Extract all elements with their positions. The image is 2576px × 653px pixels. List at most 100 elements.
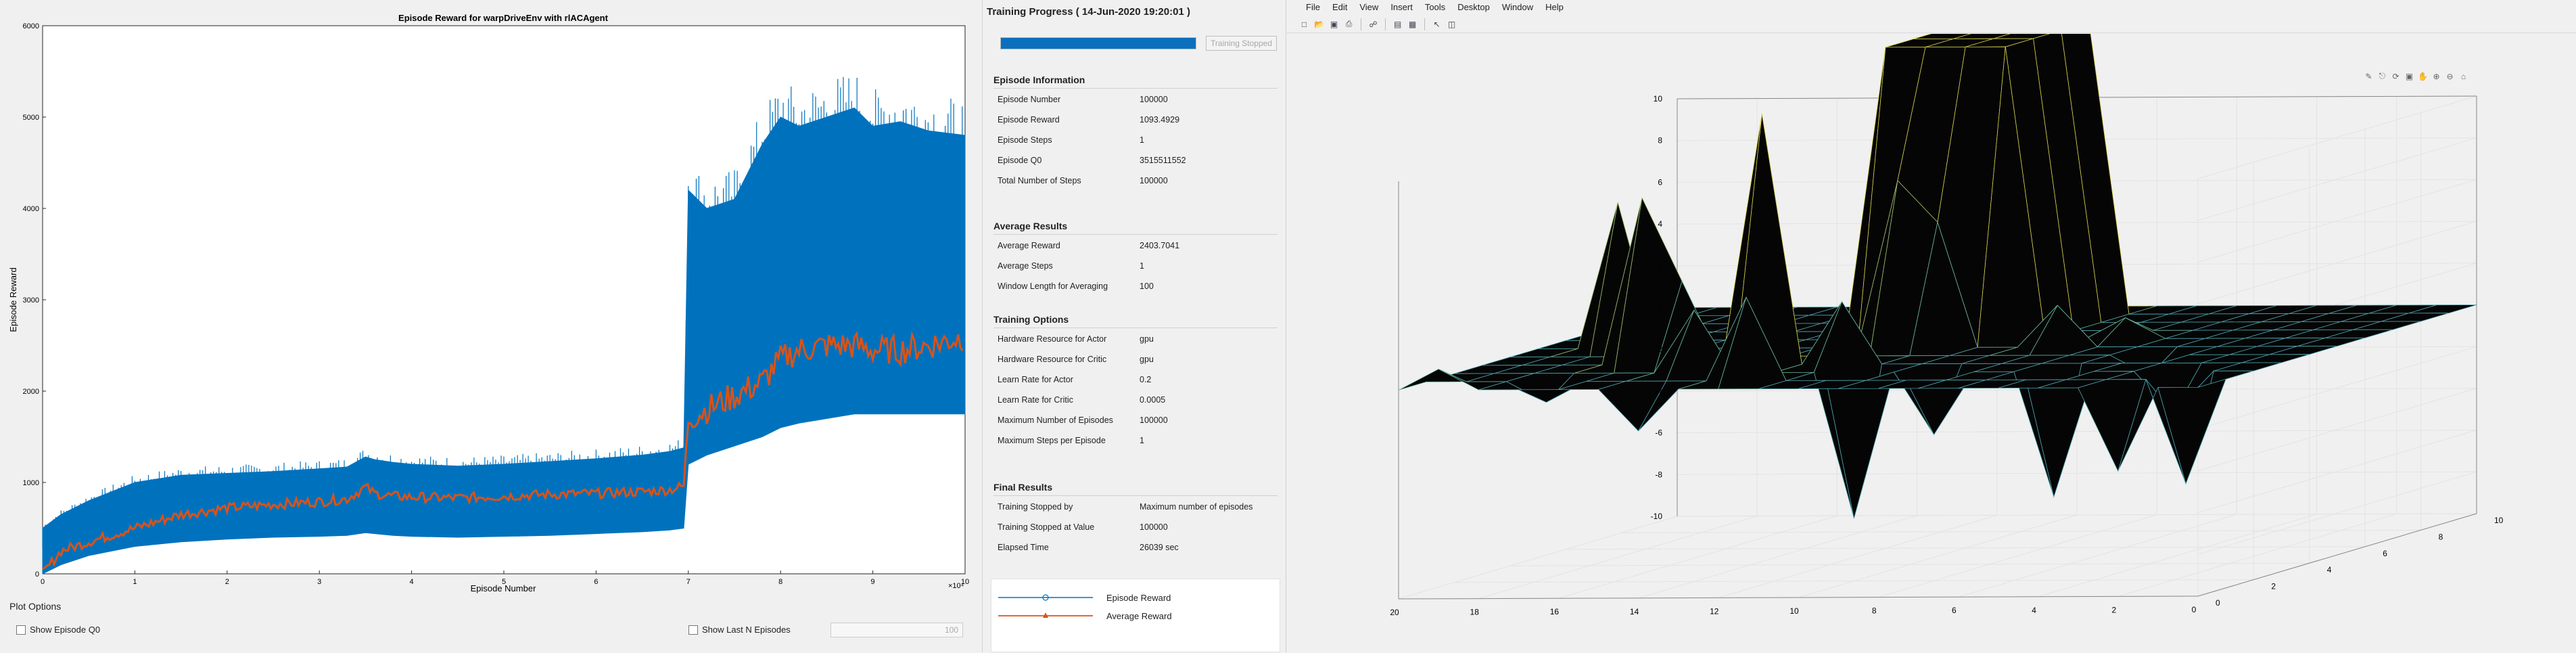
x-tick-label: 8: [1872, 606, 1877, 616]
y-gridline: [1677, 513, 2477, 517]
legend: Episode Reward Average Reward: [991, 579, 1280, 652]
episode-reward-legend-marker: [1042, 594, 1049, 601]
save-icon[interactable]: ▣: [1330, 19, 1338, 29]
pan-icon[interactable]: ✋: [2418, 71, 2428, 81]
x-tick-label: 1: [133, 578, 137, 586]
z-tick-label: 2: [1658, 261, 1662, 271]
home-icon[interactable]: ⌂: [2460, 71, 2466, 81]
training-progress-panel: Training Progress ( 14-Jun-2020 19:20:01…: [982, 0, 1286, 652]
x-gridline: [2117, 513, 2397, 597]
info-value: 100000: [1140, 176, 1168, 185]
show-last-n-label: Show Last N Episodes: [702, 625, 791, 635]
y-tick-label: 3000: [23, 296, 39, 305]
y-tick-label: 10: [2494, 516, 2504, 525]
y-gridline: [1454, 579, 2254, 583]
rotate-icon[interactable]: ⟳: [2392, 71, 2399, 81]
menu-help[interactable]: Help: [1545, 2, 1564, 12]
print-icon[interactable]: ⎙: [1345, 19, 1353, 28]
x-tick-label: 12: [1710, 606, 1719, 616]
checkbox-box[interactable]: [16, 625, 26, 635]
property-editor-icon[interactable]: ◫: [1447, 19, 1456, 29]
x-tick-label: 4: [410, 578, 414, 586]
legend-markers: [998, 594, 1093, 618]
x-gridline: [1718, 514, 1997, 598]
y-tick-label: 8: [2439, 532, 2443, 541]
z-tick-label: -10: [1651, 512, 1663, 521]
x-tick-label: 0: [41, 578, 45, 586]
info-label: Training Stopped by: [998, 502, 1073, 512]
info-label: Window Length for Averaging: [998, 282, 1108, 291]
info-value: 0.0005: [1140, 395, 1166, 405]
x-tick-label: 6: [1952, 606, 1957, 615]
x-tick-label: 2: [2111, 605, 2116, 614]
x-gridline: [1958, 514, 2237, 598]
x-tick-label: 8: [778, 578, 782, 586]
info-value: 100000: [1140, 415, 1168, 425]
y-gridline: [1566, 546, 2366, 550]
z-tick-label: 0: [1658, 303, 1662, 313]
info-label: Hardware Resource for Actor: [998, 334, 1107, 344]
y-axis-label: Episode Reward: [8, 267, 18, 332]
menu-file[interactable]: File: [1306, 2, 1320, 12]
restore-view-icon[interactable]: ▣: [2405, 71, 2414, 81]
info-value: 1: [1140, 436, 1144, 445]
menu-insert[interactable]: Insert: [1390, 2, 1413, 12]
checkbox-box[interactable]: [688, 625, 698, 635]
x-tick-label: 10: [961, 578, 969, 586]
plot-options-title: Plot Options: [9, 601, 62, 612]
section-title: Final Results: [993, 482, 1053, 493]
z-tick-label: -8: [1655, 470, 1662, 479]
info-label: Learn Rate for Critic: [998, 395, 1073, 405]
show-last-n-checkbox[interactable]: Show Last N Episodes: [688, 625, 791, 635]
training-progress-bar: [1000, 37, 1196, 49]
surface-patch: [1398, 368, 1467, 390]
y-tick-label: 0: [2216, 598, 2220, 608]
x-tick-label: 3: [317, 578, 321, 586]
figure-window: File Edit View Insert Tools Desktop Window Help…: [1287, 0, 2576, 652]
menu-tools[interactable]: Tools: [1424, 2, 1446, 12]
info-label: Elapsed Time: [998, 543, 1049, 552]
show-q0-checkbox[interactable]: Show Episode Q0: [16, 625, 100, 635]
info-label: Hardware Resource for Critic: [998, 355, 1107, 364]
episode-reward-chart: Episode Reward for warpDriveEnv with rlA…: [8, 13, 969, 593]
surface-patch: [2157, 378, 2226, 485]
section-divider: [993, 234, 1278, 235]
y-tick-label: 6000: [23, 22, 39, 30]
zoom-in-icon[interactable]: ⊕: [2433, 71, 2440, 81]
zoom-out-icon[interactable]: ⊖: [2446, 71, 2454, 81]
x-tick-label: 2: [225, 578, 229, 586]
menu-edit[interactable]: Edit: [1332, 2, 1348, 12]
info-value: 1: [1140, 135, 1144, 145]
panel-title: Training Progress ( 14-Jun-2020 19:20:01…: [987, 6, 1190, 18]
info-label: Episode Steps: [998, 135, 1052, 145]
progress-fill: [1001, 38, 1196, 49]
open-icon[interactable]: 📂: [1314, 19, 1324, 29]
info-label: Learn Rate for Actor: [998, 375, 1073, 384]
average-reward-legend-marker: [1043, 612, 1048, 618]
x-gridline: [1638, 515, 1917, 599]
section-title: Episode Information: [993, 74, 1085, 85]
toolbar-separator: [1424, 18, 1425, 30]
x-axis: 0 1 2 3 4 5 6 7 8 9 10: [41, 570, 969, 586]
menu-window[interactable]: Window: [1501, 2, 1534, 12]
link-icon[interactable]: ☍: [1369, 19, 1378, 29]
brush-icon[interactable]: ✎: [2365, 71, 2372, 81]
legend-icon[interactable]: ▦: [1408, 19, 1417, 29]
z-tick-label: 4: [1658, 219, 1662, 229]
menu-bar: File Edit View Insert Tools Desktop Window Help: [1287, 0, 2576, 15]
new-figure-icon[interactable]: □: [1301, 19, 1307, 29]
menu-desktop[interactable]: Desktop: [1457, 2, 1490, 12]
info-value: 3515511552: [1140, 156, 1186, 165]
z-tick-label: 10: [1654, 94, 1663, 104]
datatip-icon[interactable]: ⎋: [2379, 71, 2386, 81]
last-n-input[interactable]: 100: [830, 623, 963, 637]
menu-view[interactable]: View: [1359, 2, 1379, 12]
x-axis-label: Episode Number: [471, 583, 536, 593]
training-stopped-button[interactable]: Training Stopped: [1206, 36, 1277, 51]
pointer-icon[interactable]: ↖: [1433, 19, 1441, 29]
x-gridline: [1558, 515, 1837, 599]
colorbar-icon[interactable]: ▤: [1393, 19, 1402, 29]
section-divider: [993, 495, 1278, 496]
